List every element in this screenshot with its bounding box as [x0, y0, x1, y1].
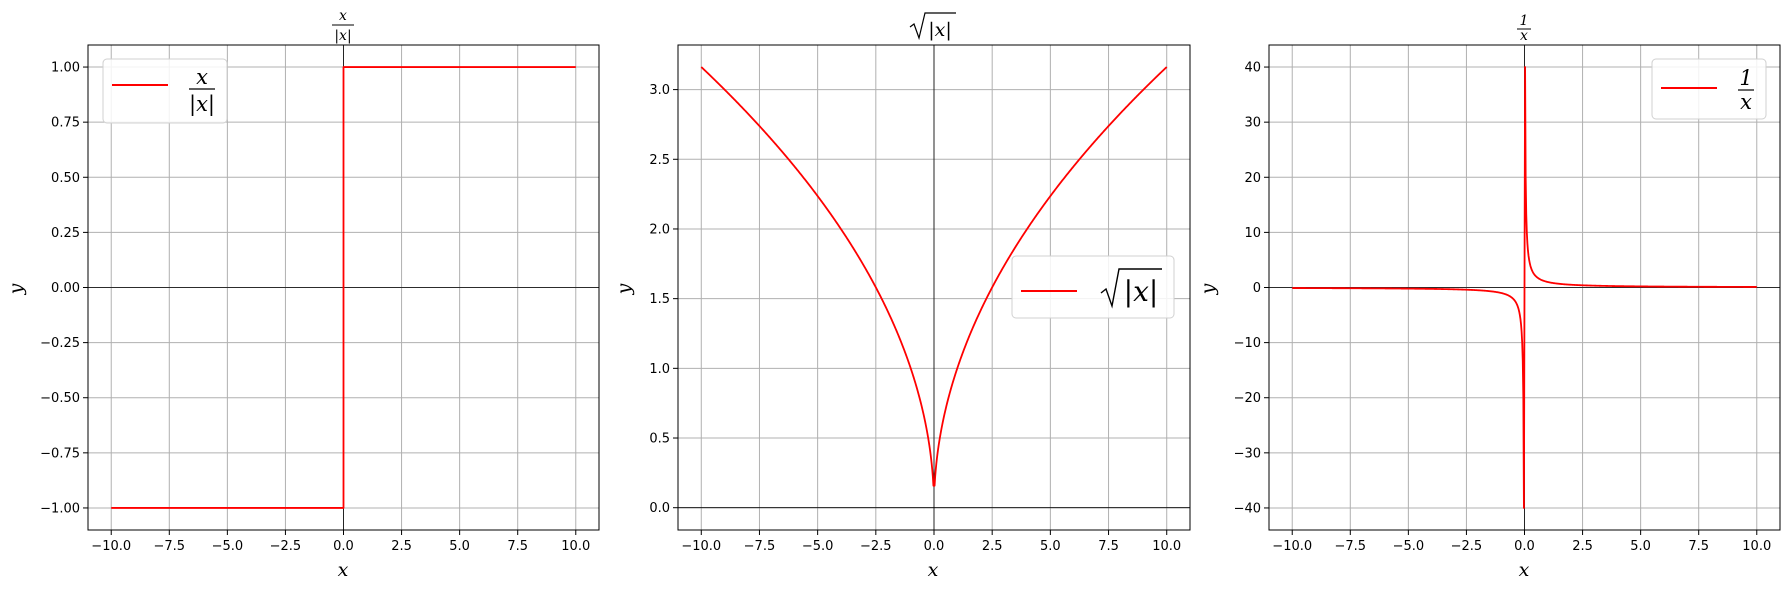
legend-denominator: |x| — [189, 92, 215, 117]
x-tick-label: −2.5 — [270, 539, 302, 554]
legend-numerator: x — [196, 65, 208, 89]
y-tick-label: 0.25 — [51, 226, 80, 241]
x-tick-label: 5.0 — [449, 539, 470, 554]
series-lines — [1291, 66, 1758, 509]
y-tick-label: 20 — [1244, 171, 1261, 186]
series-lines — [700, 66, 1168, 487]
series-line — [1291, 66, 1758, 509]
legend-radicand: |x| — [1124, 275, 1159, 308]
y-tick-label: −0.25 — [40, 336, 80, 351]
y-axis-label: y — [1197, 283, 1219, 295]
title-radical-sign — [909, 12, 956, 41]
title-numerator: x — [339, 8, 347, 24]
y-tick-label: 0.0 — [649, 501, 670, 516]
x-tick-label: −10.0 — [91, 539, 131, 554]
y-tick-label: 0 — [1253, 281, 1261, 296]
x-tick-label: −7.5 — [1335, 539, 1367, 554]
x-tick-label: 10.0 — [1742, 539, 1771, 554]
x-tick-label: 5.0 — [1040, 539, 1061, 554]
x-tick-label: 2.5 — [1572, 539, 1593, 554]
x-ticks: −10.0 −7.5 −5.0 −2.5 0.0 2.5 5.0 7.5 10.0 — [1272, 530, 1771, 554]
x-tick-label: 0.0 — [333, 539, 354, 554]
x-tick-label: −5.0 — [802, 539, 834, 554]
x-tick-label: 10.0 — [1152, 539, 1181, 554]
y-tick-label: 0.75 — [51, 116, 80, 131]
x-tick-label: −2.5 — [860, 539, 892, 554]
y-ticks: −1.00 −0.75 −0.50 −0.25 0.00 0.25 0.50 0.75 1.00 — [40, 61, 88, 516]
title-radicand: |x| — [928, 19, 952, 41]
x-tick-label: 7.5 — [1098, 539, 1119, 554]
x-ticks: −10.0 −7.5 −5.0 −2.5 0.0 2.5 5.0 7.5 10.0 — [681, 530, 1181, 554]
y-tick-label: −10 — [1234, 336, 1261, 351]
series-line — [111, 66, 576, 509]
y-ticks: 0.0 0.5 1.0 1.5 2.0 2.5 3.0 — [649, 83, 678, 516]
y-tick-label: −0.75 — [40, 446, 80, 461]
x-axis-label: x — [338, 559, 349, 581]
y-tick-label: 3.0 — [649, 83, 670, 98]
y-axis-label: y — [613, 283, 635, 295]
y-tick-label: 1.00 — [51, 61, 80, 76]
y-tick-label: 40 — [1244, 61, 1261, 76]
y-tick-label: −0.50 — [40, 391, 80, 406]
x-tick-label: −10.0 — [681, 539, 721, 554]
series-lines — [111, 66, 576, 509]
y-tick-label: 0.50 — [51, 171, 80, 186]
y-tick-label: −40 — [1234, 501, 1261, 516]
y-tick-label: 0.5 — [649, 432, 670, 447]
x-ticks: −10.0 −7.5 −5.0 −2.5 0.0 2.5 5.0 7.5 10.0 — [91, 530, 590, 554]
x-tick-label: 0.0 — [924, 539, 945, 554]
legend-denominator: x — [1740, 90, 1752, 114]
x-tick-label: −5.0 — [1393, 539, 1425, 554]
legend-box — [1011, 255, 1175, 319]
chart-title: 1 x — [1517, 13, 1531, 44]
chart-title: x |x| — [332, 8, 354, 44]
y-ticks: −40 −30 −20 −10 0 10 20 30 40 — [1234, 61, 1269, 516]
y-tick-label: −30 — [1234, 446, 1261, 461]
y-tick-label: 2.5 — [649, 153, 670, 168]
y-tick-label: −20 — [1234, 391, 1261, 406]
title-numerator: 1 — [1520, 13, 1529, 29]
y-tick-label: 1.0 — [649, 362, 670, 377]
y-tick-label: 0.00 — [51, 281, 80, 296]
legend: |x| — [1011, 255, 1175, 319]
x-axis-label: x — [928, 559, 939, 581]
x-tick-label: 0.0 — [1514, 539, 1535, 554]
x-tick-label: −2.5 — [1451, 539, 1483, 554]
chart-title: |x| — [909, 12, 956, 41]
zero-lines — [678, 45, 1190, 530]
legend-box — [102, 58, 228, 124]
title-denominator: x — [1520, 28, 1528, 44]
title-denominator: |x| — [334, 28, 351, 44]
x-tick-label: 10.0 — [561, 539, 590, 554]
y-tick-label: 30 — [1244, 116, 1261, 131]
panel-sign: −10.0 −7.5 −5.0 −2.5 0.0 2.5 5.0 7.5 10.0 −1.00−… — [5, 8, 600, 581]
legend-numerator: 1 — [1739, 66, 1752, 90]
series-line — [700, 66, 1168, 487]
y-tick-label: 10 — [1244, 226, 1261, 241]
x-tick-label: −7.5 — [154, 539, 186, 554]
panel-sqrt: −10.0 −7.5 −5.0 −2.5 0.0 2.5 5.0 7.5 10.0 0.0 0.5… — [613, 12, 1191, 581]
x-tick-label: −5.0 — [212, 539, 244, 554]
x-tick-label: 7.5 — [1688, 539, 1709, 554]
x-tick-label: 5.0 — [1630, 539, 1651, 554]
y-tick-label: 2.0 — [649, 222, 670, 237]
x-tick-label: 7.5 — [507, 539, 528, 554]
legend: 1 x — [1651, 58, 1767, 120]
panel-reciprocal: −10.0 −7.5 −5.0 −2.5 0.0 2.5 5.0 7.5 10.0 −40 −30… — [1197, 13, 1781, 581]
y-axis-label: y — [5, 283, 27, 295]
x-tick-label: 2.5 — [391, 539, 412, 554]
legend-radical-sign — [1100, 268, 1162, 309]
y-tick-label: −1.00 — [40, 501, 80, 516]
x-axis-label: x — [1519, 559, 1530, 581]
x-tick-label: −7.5 — [744, 539, 776, 554]
y-tick-label: 1.5 — [649, 292, 670, 307]
x-tick-label: −10.0 — [1272, 539, 1312, 554]
x-tick-label: 2.5 — [982, 539, 1003, 554]
legend: x |x| — [102, 58, 228, 124]
